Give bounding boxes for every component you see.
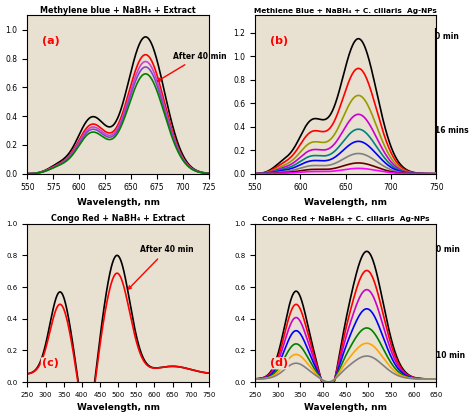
Title: Methylene blue + NaBH₄ + Extract: Methylene blue + NaBH₄ + Extract	[40, 5, 196, 15]
X-axis label: Wavelength, nm: Wavelength, nm	[304, 198, 387, 207]
Text: 16 mins: 16 mins	[435, 126, 468, 135]
Title: Congo Red + NaBH₄ + C. ciliaris  Ag-NPs: Congo Red + NaBH₄ + C. ciliaris Ag-NPs	[262, 216, 429, 222]
X-axis label: Wavelength, nm: Wavelength, nm	[77, 198, 160, 207]
X-axis label: Wavelength, nm: Wavelength, nm	[304, 403, 387, 413]
Text: (d): (d)	[270, 358, 288, 368]
Text: 0 min: 0 min	[435, 32, 458, 41]
Text: After 40 min: After 40 min	[157, 51, 226, 81]
Title: Methiene Blue + NaBH₄ + C. ciliaris  Ag-NPs: Methiene Blue + NaBH₄ + C. ciliaris Ag-N…	[255, 8, 437, 13]
Text: 0 min: 0 min	[436, 245, 459, 254]
Title: Congo Red + NaBH₄ + Extract: Congo Red + NaBH₄ + Extract	[51, 214, 185, 223]
X-axis label: Wavelength, nm: Wavelength, nm	[77, 403, 160, 413]
Text: (a): (a)	[42, 36, 60, 46]
Text: 10 min: 10 min	[436, 352, 465, 360]
Text: (b): (b)	[270, 36, 288, 46]
Text: (c): (c)	[42, 358, 59, 368]
Text: After 40 min: After 40 min	[128, 245, 193, 289]
